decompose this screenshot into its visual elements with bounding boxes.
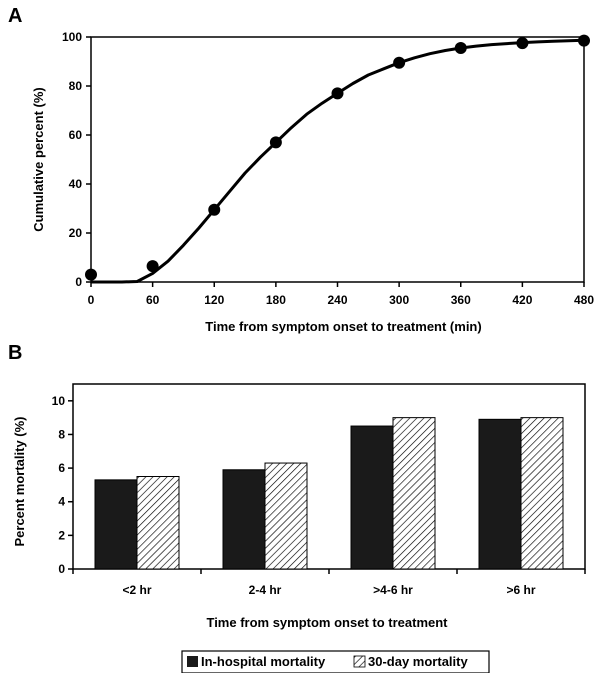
panel-b-letter: B [8, 342, 22, 364]
chart-a-data-point [578, 34, 590, 47]
chart-b-category-label: >4-6 hr [373, 583, 413, 597]
chart-a-x-tick-label: 60 [146, 293, 160, 307]
chart-a-x-tick-label: 420 [512, 293, 532, 307]
chart-b-legend-swatch-in-hospital [187, 656, 198, 667]
chart-b-y-tick-label: 8 [58, 427, 65, 441]
chart-a-plot-frame [90, 36, 585, 283]
chart-a-data-point [454, 42, 467, 55]
chart-b-bar-30-day [136, 476, 180, 570]
chart-a-data-point [146, 260, 159, 273]
chart-a-x-tick-label: 480 [574, 293, 594, 307]
chart-b-y-tick-label: 2 [58, 528, 65, 542]
chart-b-y-tick-label: 6 [58, 461, 65, 475]
panel-a-letter: A [8, 5, 22, 27]
chart-a-y-tick-label: 40 [69, 177, 83, 191]
chart-b-bar-30-day [392, 417, 436, 570]
chart-b-y-axis-label: Percent mortality (%) [12, 416, 27, 546]
chart-b-category-label: <2 hr [122, 583, 151, 597]
chart-a-x-tick-label: 300 [389, 293, 409, 307]
chart-b-bar-in-hospital [478, 418, 522, 570]
chart-a-y-tick-label: 80 [69, 79, 83, 93]
chart-a-y-axis-label: Cumulative percent (%) [31, 87, 46, 231]
chart-a-data-point [85, 268, 97, 281]
chart-a-data-point [269, 136, 282, 149]
chart-b: 0 2 4 6 8 10 <2 hr 2-4 hr >4-6 hr >6 hr Time from … [12, 383, 586, 673]
chart-a-x-tick-label: 240 [327, 293, 347, 307]
chart-b-category-label: 2-4 hr [249, 583, 282, 597]
chart-a-fitted-curve [91, 38, 585, 284]
chart-a-x-axis-label: Time from symptom onset to treatment (mi… [205, 319, 481, 334]
chart-b-bar-in-hospital [222, 469, 266, 570]
chart-a-x-tick-label: 360 [451, 293, 471, 307]
chart-b-legend: In-hospital mortality 30-day mortality [181, 650, 490, 673]
chart-b-bar-30-day [520, 417, 564, 570]
chart-a-y-tick-label: 60 [69, 128, 83, 142]
chart-b-bar-in-hospital [94, 479, 138, 570]
chart-b-y-tick-label: 0 [58, 562, 65, 576]
chart-a-data-point [331, 87, 344, 100]
chart-b-bar-30-day [264, 462, 308, 570]
chart-a-x-tick-label: 120 [204, 293, 224, 307]
chart-a-data-point [393, 56, 406, 69]
chart-b-legend-label-in-hospital: In-hospital mortality [201, 654, 326, 669]
chart-a-x-tick-label: 180 [266, 293, 286, 307]
chart-b-y-tick-label: 4 [58, 495, 65, 509]
chart-b-x-axis-label: Time from symptom onset to treatment [206, 615, 448, 630]
chart-a-y-tick-label: 20 [69, 226, 83, 240]
chart-b-legend-swatch-30-day [353, 655, 366, 668]
chart-a-data-point [516, 37, 529, 50]
chart-a-y-tick-label: 0 [75, 275, 82, 289]
chart-a-x-tick-label: 0 [88, 293, 95, 307]
chart-b-legend-label-30-day: 30-day mortality [368, 654, 468, 669]
chart-b-legend-box [181, 650, 490, 673]
chart-b-category-label: >6 hr [506, 583, 535, 597]
chart-a-data-point [208, 203, 221, 216]
chart-a: 0 20 40 60 80 100 0 60 120 180 240 300 360 420 480 Time… [31, 30, 594, 334]
chart-a-y-tick-label: 100 [62, 30, 82, 44]
chart-b-bar-in-hospital [350, 425, 394, 570]
chart-b-y-tick-label: 10 [52, 394, 66, 408]
